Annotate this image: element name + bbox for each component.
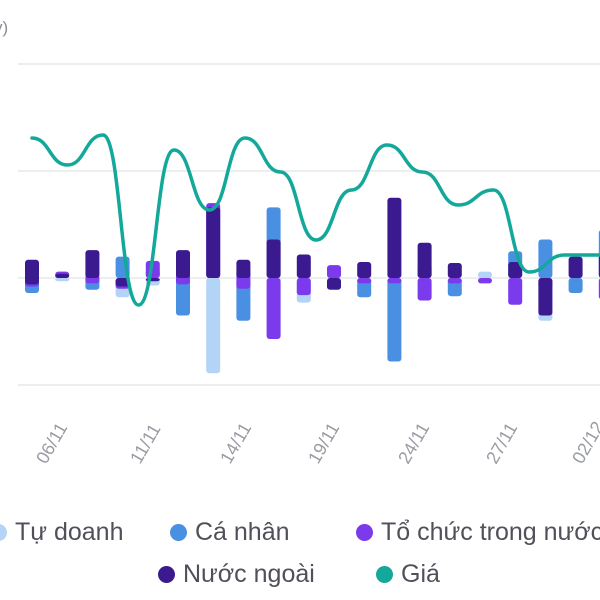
legend-label: Giá [401, 560, 440, 588]
bar-nuoc-ngoai [55, 273, 70, 278]
legend-item-to-chuc-trong-nuoc[interactable]: Tổ chức trong nước [356, 518, 600, 547]
bar-ca-nhan [387, 278, 402, 362]
x-tick-label: 19/11 [304, 419, 343, 467]
legend-label: Nước ngoài [183, 560, 315, 588]
y-axis-unit-label: ỷ) [0, 18, 9, 37]
legend-dot-icon [0, 524, 7, 541]
bar-nuoc-ngoai [538, 278, 553, 316]
x-tick-label: 02/12 [568, 418, 600, 467]
x-tick-label: 14/11 [216, 419, 255, 467]
bar-to-chuc [266, 278, 281, 339]
bar-nuoc-ngoai [206, 207, 221, 278]
bar-nuoc-ngoai [115, 278, 130, 287]
bar-ca-nhan [568, 278, 583, 293]
bar-nuoc-ngoai [85, 250, 100, 278]
bar-tu-doanh [206, 278, 221, 374]
bar-nuoc-ngoai [568, 256, 583, 278]
bar-nuoc-ngoai [25, 259, 39, 285]
bar-nuoc-ngoai [417, 242, 432, 278]
legend-dot-icon [158, 566, 175, 583]
legend-item-nuoc-ngoai[interactable]: Nước ngoài [158, 560, 315, 589]
x-tick-label: 11/11 [126, 420, 165, 467]
x-tick-label: 06/11 [32, 419, 71, 467]
bar-tu-doanh [55, 278, 70, 282]
bar-to-chuc [327, 265, 341, 278]
legend-item-tu-doanh[interactable]: Tự doanh [0, 518, 123, 547]
bar-nuoc-ngoai [176, 250, 190, 278]
legend-dot-icon [376, 566, 393, 583]
chart-card: ỷ) 06/11 11/11 14/11 19/11 24/11 27/11 02/12 [0, 0, 600, 500]
bar-nuoc-ngoai [357, 261, 372, 278]
bar-to-chuc [357, 278, 372, 284]
bar-nuoc-ngoai [266, 239, 281, 278]
legend-label: Tự doanh [15, 518, 124, 546]
x-tick-label: 27/11 [482, 419, 521, 467]
bar-to-chuc [296, 278, 311, 296]
bar-nuoc-ngoai [387, 197, 402, 278]
bar-nuoc-ngoai [447, 263, 462, 278]
price-line [30, 133, 600, 307]
bar-nuoc-ngoai [236, 259, 251, 278]
bar-nuoc-ngoai [508, 261, 523, 278]
x-tick-label: 24/11 [394, 419, 433, 467]
bar-to-chuc [417, 278, 432, 301]
legend-item-ca-nhan[interactable]: Cá nhân [170, 518, 290, 547]
bar-to-chuc [387, 278, 402, 284]
legend-label: Tổ chức trong nước [381, 518, 600, 546]
chart-legend: Tự doanh Cá nhân Tổ chức trong nước Nước… [0, 500, 600, 600]
legend-item-gia[interactable]: Giá [376, 560, 440, 589]
legend-dot-icon [170, 524, 187, 541]
chart-plot: 06/11 11/11 14/11 19/11 24/11 27/11 02/12 [18, 63, 600, 467]
bar-to-chuc [478, 278, 492, 284]
bar-ca-nhan [176, 278, 190, 316]
bar-nuoc-ngoai [327, 278, 341, 290]
bar-ca-nhan [236, 278, 251, 321]
bar-to-chuc [508, 278, 523, 305]
bar-nuoc-ngoai [296, 254, 311, 278]
bar-to-chuc [447, 278, 462, 284]
legend-label: Cá nhân [195, 518, 290, 546]
legend-dot-icon [356, 524, 373, 541]
bar-tu-doanh [478, 271, 492, 278]
